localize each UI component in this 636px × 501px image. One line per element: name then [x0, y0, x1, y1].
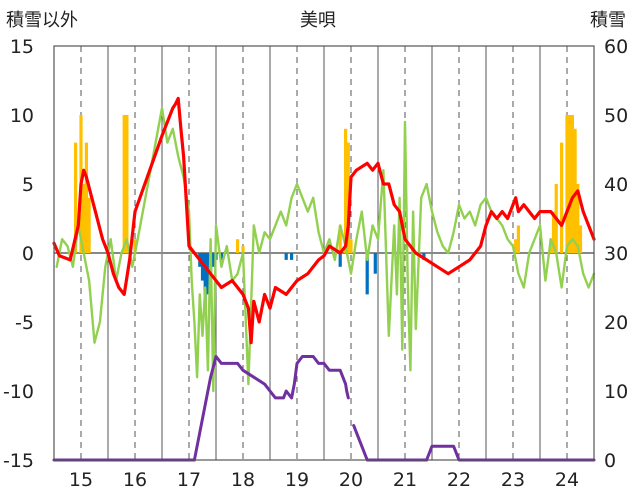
snowfall-bar [516, 225, 520, 253]
negative-bar [290, 253, 294, 260]
snowfall-bar [573, 128, 577, 253]
negative-bar [373, 253, 377, 274]
snowfall-bar [87, 197, 91, 253]
snowfall-bar [578, 225, 583, 253]
y-right-tick-label: 60 [604, 36, 628, 58]
y-right-tick-label: 50 [604, 105, 628, 127]
snowfall-bar [570, 115, 574, 253]
snowfall-bar [82, 184, 86, 253]
red-series-line [52, 96, 596, 345]
snowfall-bar [84, 142, 88, 253]
snowfall-bar [74, 142, 78, 253]
y-right-tick-label: 10 [604, 381, 628, 403]
x-tick-label: 16 [123, 469, 147, 491]
snowfall-bar [236, 239, 240, 253]
y-left-tick-label: 0 [22, 243, 34, 265]
snowfall-bar [122, 115, 126, 253]
y-left-tick-label: 10 [10, 105, 34, 127]
y-left-tick-label: -15 [3, 450, 34, 472]
x-tick-label: 18 [231, 469, 255, 491]
x-tick-label: 17 [177, 469, 201, 491]
negative-bar [365, 253, 369, 295]
snowfall-bar [560, 142, 564, 253]
x-tick-label: 24 [555, 469, 579, 491]
x-tick-label: 15 [69, 469, 93, 491]
negative-bar [203, 253, 207, 316]
snowfall-bar [514, 239, 518, 253]
snowfall-bar [133, 239, 137, 253]
negative-bar [219, 253, 223, 260]
chart-title: 美唄 [300, 10, 336, 31]
x-tick-label: 23 [501, 469, 525, 491]
right-axis-label: 積雪 [590, 10, 626, 31]
y-left-tick-label: -5 [15, 312, 34, 334]
x-tick-label: 20 [339, 469, 363, 491]
plot-frame [53, 45, 595, 461]
purple-series-line [425, 444, 596, 462]
snowfall-bar [551, 211, 556, 253]
negative-bar [211, 253, 215, 267]
y-right-tick-label: 0 [604, 450, 616, 472]
y-left-tick-label: 5 [22, 174, 34, 196]
y-left-tick-label: 15 [10, 36, 34, 58]
x-tick-label: 19 [285, 469, 309, 491]
snowfall-bar [349, 239, 353, 253]
negative-bar [338, 253, 342, 267]
x-tick-label: 22 [447, 469, 471, 491]
negative-bar [206, 253, 210, 295]
y-right-tick-label: 40 [604, 174, 628, 196]
purple-series-line [352, 424, 429, 462]
snowfall-bar [576, 184, 580, 253]
snowfall-bar [125, 115, 129, 253]
snowfall-bar [338, 225, 342, 253]
y-right-tick-label: 30 [604, 243, 628, 265]
y-left-tick-label: -10 [3, 381, 34, 403]
snowfall-bar [241, 246, 245, 253]
left-axis-label: 積雪以外 [6, 10, 78, 31]
x-tick-label: 21 [393, 469, 417, 491]
snowfall-bar [565, 115, 569, 253]
snowfall-bar [568, 115, 572, 253]
negative-bar [284, 253, 288, 260]
negative-bar [200, 253, 205, 281]
snowfall-bar [344, 128, 348, 253]
purple-series-line [192, 355, 350, 462]
y-right-tick-label: 20 [604, 312, 628, 334]
